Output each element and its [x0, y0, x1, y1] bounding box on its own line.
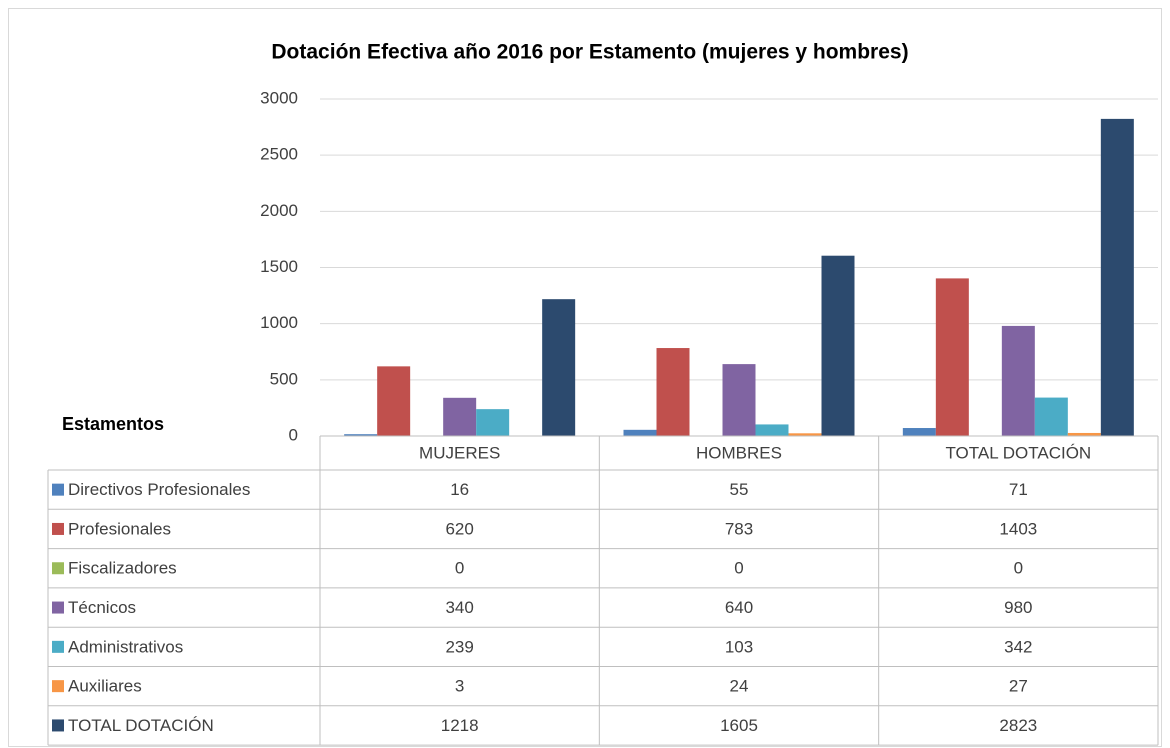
table-value: 103 [725, 637, 753, 656]
bar [476, 409, 510, 436]
legend-label: Técnicos [68, 598, 136, 617]
bar [542, 299, 576, 436]
legend-label: Auxiliares [68, 677, 142, 696]
table-value: 340 [445, 598, 473, 617]
bar [755, 424, 789, 436]
bar [821, 255, 855, 436]
table-value: 0 [455, 559, 464, 578]
legend-swatch [52, 680, 64, 693]
bar [344, 434, 378, 436]
table-value: 3 [455, 677, 464, 696]
y-tick-label: 1000 [260, 313, 298, 332]
legend-swatch [52, 522, 64, 535]
bar [1100, 118, 1134, 437]
bar [1067, 432, 1101, 436]
bar [722, 364, 756, 436]
table-value: 0 [734, 559, 743, 578]
bar [377, 366, 411, 436]
table-value: 342 [1004, 637, 1032, 656]
legend-swatch [52, 562, 64, 575]
bar [935, 278, 969, 436]
table-value: 2823 [999, 716, 1037, 735]
legend-label: Fiscalizadores [68, 559, 177, 578]
legend-label: Directivos Profesionales [68, 480, 250, 499]
table-value: 1403 [999, 519, 1037, 538]
y-tick-label: 3000 [260, 88, 298, 107]
table-value: 71 [1009, 480, 1028, 499]
legend-swatch [52, 483, 64, 496]
chart-title: Dotación Efectiva año 2016 por Estamento… [271, 41, 908, 64]
legend-label: Administrativos [68, 637, 183, 656]
y-tick-label: 1500 [260, 257, 298, 276]
legend-swatch [52, 640, 64, 653]
y-tick-label: 0 [289, 425, 298, 444]
table-value: 55 [730, 480, 749, 499]
bar [1001, 325, 1035, 436]
bar [788, 433, 822, 436]
table-value: 980 [1004, 598, 1032, 617]
legend-swatch [52, 719, 64, 732]
bar [902, 428, 936, 436]
y-tick-label: 2000 [260, 201, 298, 220]
y-tick-label: 500 [270, 369, 298, 388]
x-tick-label: MUJERES [419, 443, 500, 462]
bar [443, 397, 477, 436]
table-value: 640 [725, 598, 753, 617]
legend-swatch [52, 601, 64, 614]
y-tick-label: 2500 [260, 145, 298, 164]
bar [1034, 397, 1068, 436]
table-value: 620 [445, 519, 473, 538]
table-value: 24 [730, 677, 749, 696]
table-value: 16 [450, 480, 469, 499]
table-value: 0 [1014, 559, 1023, 578]
table-value: 239 [445, 637, 473, 656]
bar [623, 429, 657, 436]
table-value: 27 [1009, 677, 1028, 696]
x-tick-label: TOTAL DOTACIÓN [945, 443, 1091, 462]
table-value: 1605 [720, 716, 758, 735]
legend-title: Estamentos [62, 414, 164, 434]
table-value: 783 [725, 519, 753, 538]
legend-label: Profesionales [68, 519, 171, 538]
x-tick-label: HOMBRES [696, 443, 782, 462]
chart-border [8, 8, 1162, 747]
bar [656, 348, 690, 436]
table-value: 1218 [441, 716, 479, 735]
legend-label: TOTAL DOTACIÓN [68, 716, 214, 735]
